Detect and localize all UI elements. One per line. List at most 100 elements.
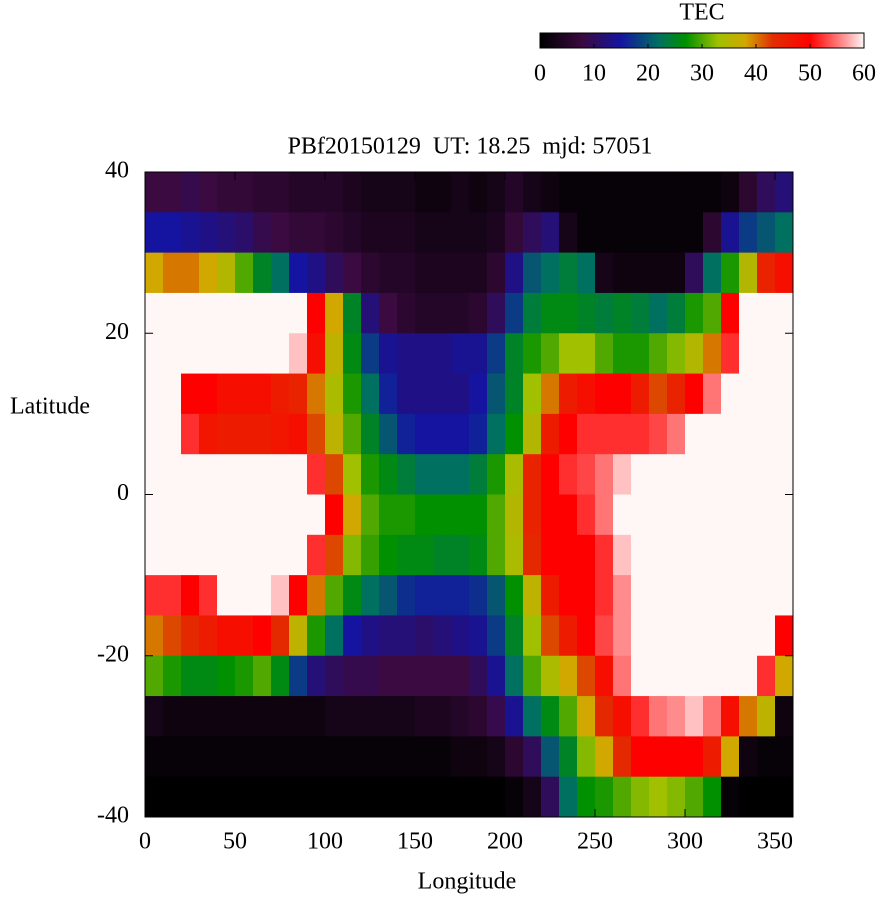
heat-cell	[361, 534, 380, 576]
heat-cell	[505, 252, 524, 294]
heat-cell	[181, 373, 200, 415]
heat-cell	[163, 655, 182, 697]
heat-cell	[325, 696, 344, 737]
x-tick-label: 350	[757, 829, 793, 855]
heat-cell	[181, 736, 200, 778]
heat-cell	[451, 172, 470, 213]
heat-cell	[685, 413, 704, 455]
heat-cell	[199, 172, 218, 213]
heat-cell	[325, 454, 344, 495]
heat-cell	[361, 333, 380, 375]
heat-cell	[559, 292, 578, 334]
heat-cell	[361, 736, 380, 778]
heat-cell	[343, 292, 362, 334]
colorbar-label: TEC	[679, 0, 724, 26]
heat-cell	[649, 292, 668, 334]
heat-cell	[397, 776, 416, 818]
heat-cell	[145, 292, 164, 334]
heat-cell	[271, 413, 290, 455]
heat-cell	[217, 696, 236, 737]
heat-cell	[217, 172, 236, 213]
heat-cell	[145, 373, 164, 415]
heat-cell	[739, 736, 758, 778]
heat-cell	[433, 172, 452, 213]
heat-cell	[505, 172, 524, 213]
heat-cell	[415, 615, 434, 657]
heat-cell	[757, 333, 776, 375]
heat-cell	[343, 494, 362, 536]
heat-cell	[523, 413, 542, 455]
heat-cell	[415, 252, 434, 294]
heat-cell	[415, 534, 434, 576]
heat-cell	[739, 454, 758, 495]
heat-cell	[415, 575, 434, 616]
heat-cell	[307, 292, 326, 334]
heat-cell	[145, 494, 164, 536]
heat-cell	[145, 172, 164, 213]
heat-cell	[487, 333, 506, 375]
heat-cell	[433, 776, 452, 818]
heat-cell	[505, 454, 524, 495]
heat-cell	[559, 736, 578, 778]
heat-cell	[343, 776, 362, 818]
heat-cell	[199, 494, 218, 536]
heat-cell	[523, 575, 542, 616]
heat-cell	[703, 454, 722, 495]
heat-cell	[775, 333, 794, 375]
heat-cell	[775, 292, 794, 334]
heat-cell	[757, 736, 776, 778]
heat-cell	[649, 494, 668, 536]
heat-cell	[577, 655, 596, 697]
heat-cell	[721, 494, 740, 536]
heat-cell	[487, 494, 506, 536]
heat-cell	[595, 292, 614, 334]
heat-cell	[235, 172, 254, 213]
heat-cell	[469, 736, 488, 778]
heat-cell	[721, 413, 740, 455]
heat-cell	[631, 575, 650, 616]
heat-cell	[667, 252, 686, 294]
heat-cell	[487, 454, 506, 495]
heat-cell	[577, 454, 596, 495]
heat-cell	[721, 292, 740, 334]
heat-cell	[163, 212, 182, 254]
heat-cell	[685, 252, 704, 294]
heat-cell	[631, 212, 650, 254]
heat-cell	[577, 575, 596, 616]
heat-cell	[199, 413, 218, 455]
heat-cell	[685, 736, 704, 778]
heat-cell	[559, 534, 578, 576]
heat-cell	[595, 776, 614, 818]
heat-cell	[325, 534, 344, 576]
heat-cell	[253, 575, 272, 616]
heat-cell	[703, 172, 722, 213]
heat-cell	[289, 736, 308, 778]
heat-cell	[433, 615, 452, 657]
heat-cell	[469, 494, 488, 536]
heat-cell	[163, 776, 182, 818]
heat-cell	[595, 252, 614, 294]
heat-cell	[721, 212, 740, 254]
heat-cell	[145, 333, 164, 375]
heat-cell	[631, 494, 650, 536]
heat-cell	[325, 172, 344, 213]
heat-cell	[721, 534, 740, 576]
heat-cell	[487, 736, 506, 778]
heat-cell	[523, 252, 542, 294]
heat-cell	[433, 696, 452, 737]
heat-cell	[667, 575, 686, 616]
heat-cell	[361, 172, 380, 213]
heat-cell	[163, 333, 182, 375]
heat-cell	[757, 534, 776, 576]
heat-cell	[649, 776, 668, 818]
heat-cell	[523, 534, 542, 576]
heat-cell	[433, 534, 452, 576]
heat-cell	[379, 373, 398, 415]
heat-cell	[253, 736, 272, 778]
heat-cell	[379, 776, 398, 818]
heat-cell	[451, 575, 470, 616]
heat-cell	[451, 655, 470, 697]
heat-cell	[433, 413, 452, 455]
heat-cell	[667, 212, 686, 254]
